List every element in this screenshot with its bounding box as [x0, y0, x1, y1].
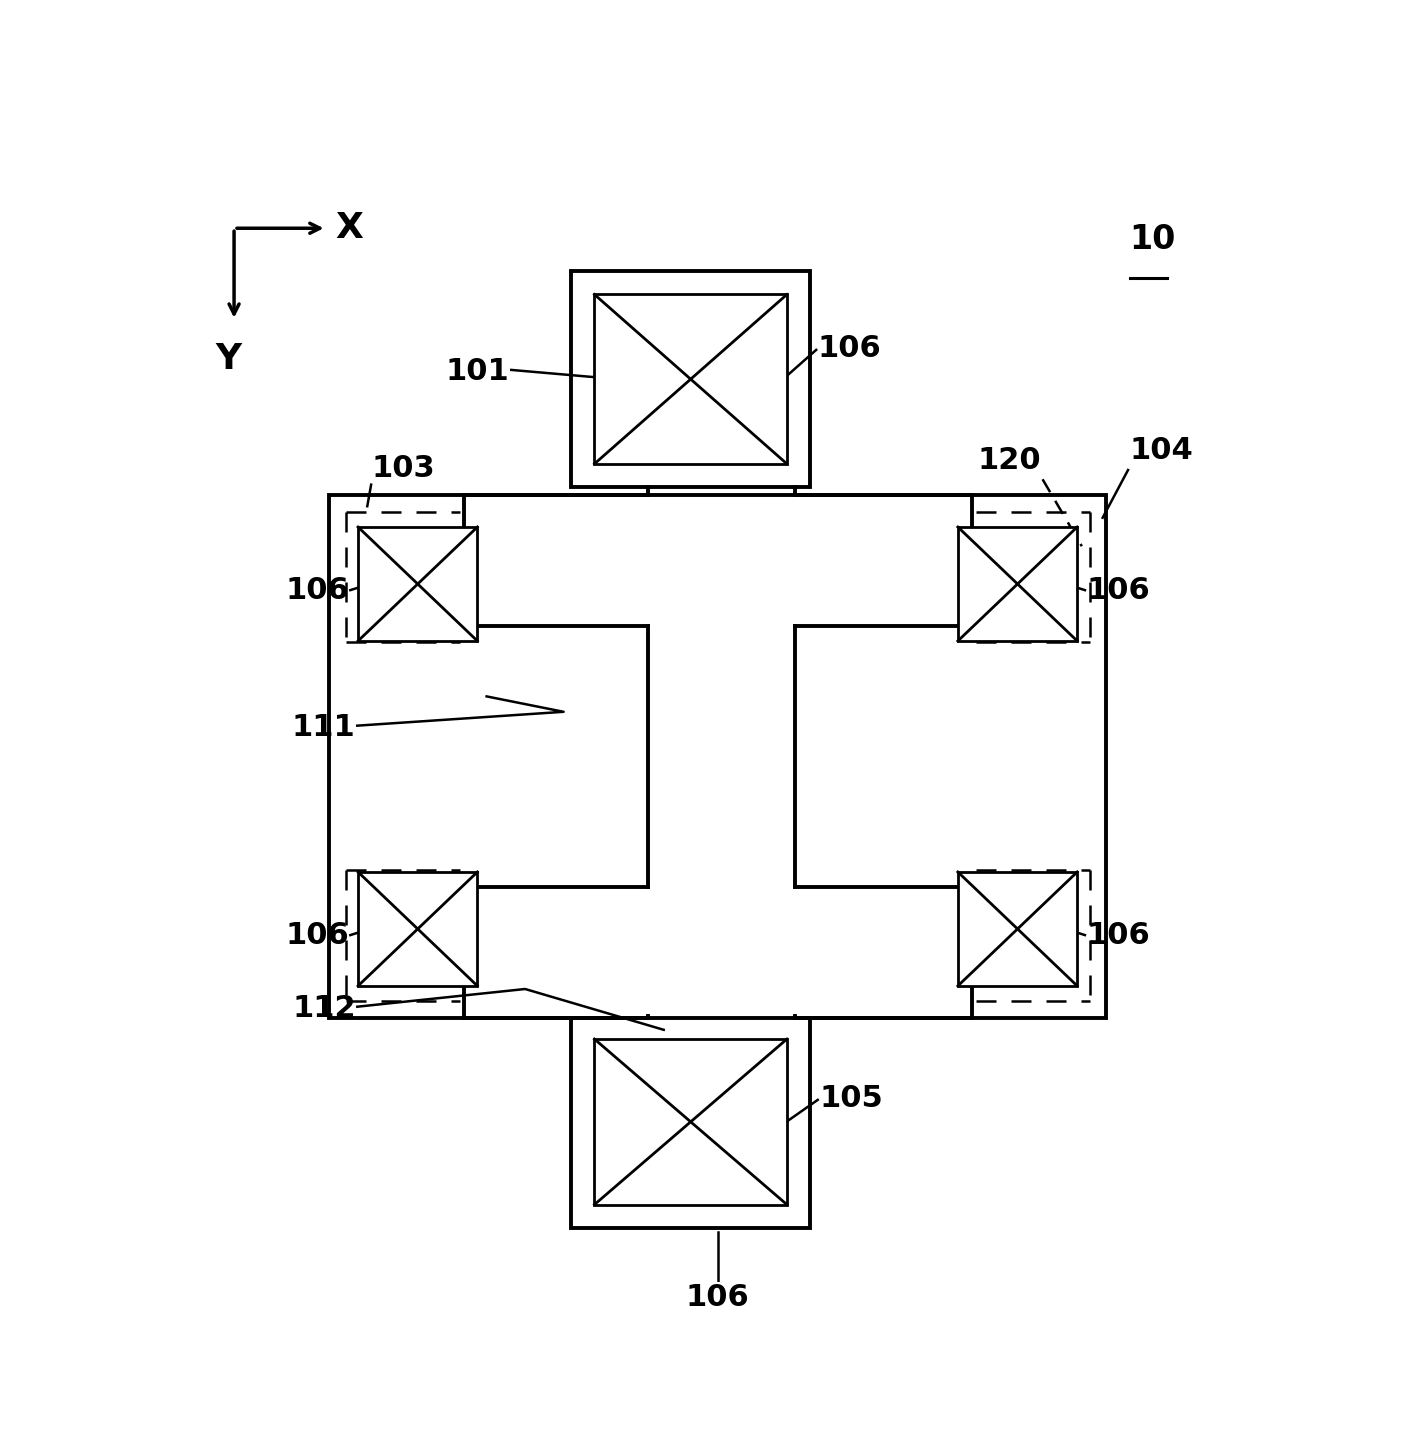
- Bar: [359, 527, 478, 641]
- Bar: [572, 1017, 810, 1228]
- Text: 105: 105: [820, 1084, 883, 1113]
- Bar: [958, 873, 1077, 986]
- Text: 104: 104: [1129, 436, 1194, 465]
- Text: 103: 103: [371, 454, 434, 482]
- Text: 106: 106: [284, 576, 349, 605]
- Text: X: X: [336, 212, 364, 245]
- Text: 106: 106: [685, 1283, 750, 1312]
- Text: 120: 120: [978, 446, 1041, 475]
- Text: 106: 106: [818, 334, 881, 363]
- Bar: [958, 527, 1077, 641]
- Text: 101: 101: [446, 357, 510, 386]
- Text: 10: 10: [1129, 223, 1175, 256]
- Bar: [594, 294, 787, 464]
- Bar: [594, 1040, 787, 1205]
- Text: 111: 111: [291, 713, 356, 742]
- Text: 106: 106: [1086, 576, 1150, 605]
- Text: 112: 112: [291, 994, 356, 1022]
- Bar: [329, 495, 1107, 1018]
- Text: Y: Y: [214, 343, 241, 376]
- Text: 106: 106: [1086, 920, 1150, 949]
- Text: 106: 106: [284, 920, 349, 949]
- Bar: [572, 271, 810, 487]
- Bar: [359, 873, 478, 986]
